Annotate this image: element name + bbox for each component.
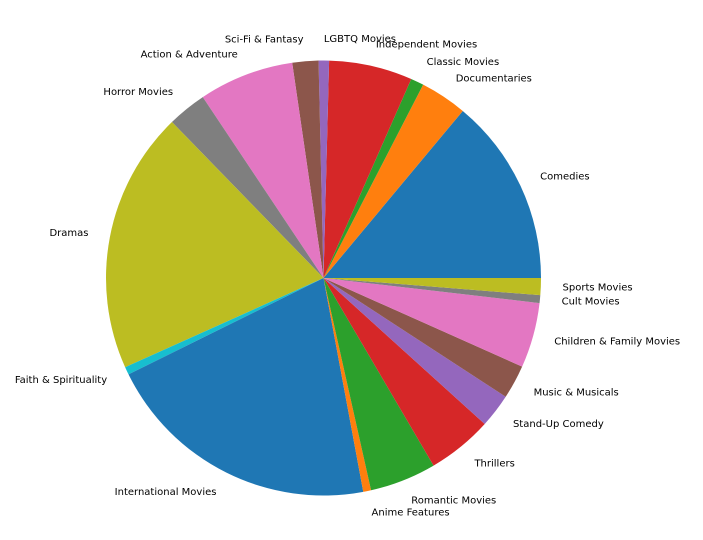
pie-slice-horror-movies [171, 97, 324, 278]
pie-slice-romantic-movies [323, 278, 434, 491]
pie-label-anime-features: Anime Features [372, 507, 450, 518]
pie-slice-classic-movies [323, 78, 424, 278]
pie-label-international-movies: International Movies [115, 487, 217, 498]
pie-label-dramas: Dramas [49, 228, 88, 239]
pie-label-classic-movies: Classic Movies [427, 57, 500, 68]
pie-label-sports-movies: Sports Movies [563, 282, 633, 293]
pie-slice-thrillers [323, 278, 485, 466]
pie-label-independent-movies: Independent Movies [376, 40, 477, 51]
pie-label-music-and-musicals: Music & Musicals [534, 387, 619, 398]
pie-slice-faith-and-spirituality [125, 278, 324, 375]
pie-slice-international-movies [128, 278, 364, 496]
pie-slice-music-and-musicals [323, 278, 523, 397]
pie-label-stand-up-comedy: Stand-Up Comedy [513, 419, 604, 430]
pie-label-children-and-family-movies: Children & Family Movies [554, 336, 680, 347]
pie-slice-cult-movies [323, 278, 541, 304]
pie-label-documentaries: Documentaries [456, 74, 532, 85]
pie-label-lgbtq-movies: LGBTQ Movies [324, 34, 396, 45]
pie-labels: Comedies Documentaries Classic Movies Indep… [15, 34, 680, 519]
pie-label-thrillers: Thrillers [473, 459, 514, 470]
pie-slice-sci-fi-and-fantasy [292, 60, 324, 279]
pie-slices [106, 60, 541, 496]
pie-slice-comedies [323, 110, 541, 278]
pie-slice-action-and-adventure [202, 62, 324, 278]
pie-slice-anime-features [323, 278, 372, 492]
pie-slice-children-and-family-movies [323, 278, 540, 367]
pie-label-romantic-movies: Romantic Movies [411, 496, 496, 507]
pie-label-cult-movies: Cult Movies [562, 296, 620, 307]
pie-slice-lgbtq-movies [318, 60, 330, 278]
pie-slice-sports-movies [323, 278, 541, 296]
pie-slice-dramas [106, 122, 324, 368]
pie-label-action-and-adventure: Action & Adventure [141, 50, 238, 61]
pie-label-faith-and-spirituality: Faith & Spirituality [15, 375, 107, 386]
pie-label-comedies: Comedies [540, 172, 589, 183]
pie-slice-stand-up-comedy [323, 278, 506, 425]
pie-label-horror-movies: Horror Movies [103, 87, 173, 98]
pie-slice-documentaries [323, 84, 463, 278]
pie-slice-independent-movies [323, 60, 412, 278]
pie-label-sci-fi-and-fantasy: Sci-Fi & Fantasy [225, 35, 304, 46]
